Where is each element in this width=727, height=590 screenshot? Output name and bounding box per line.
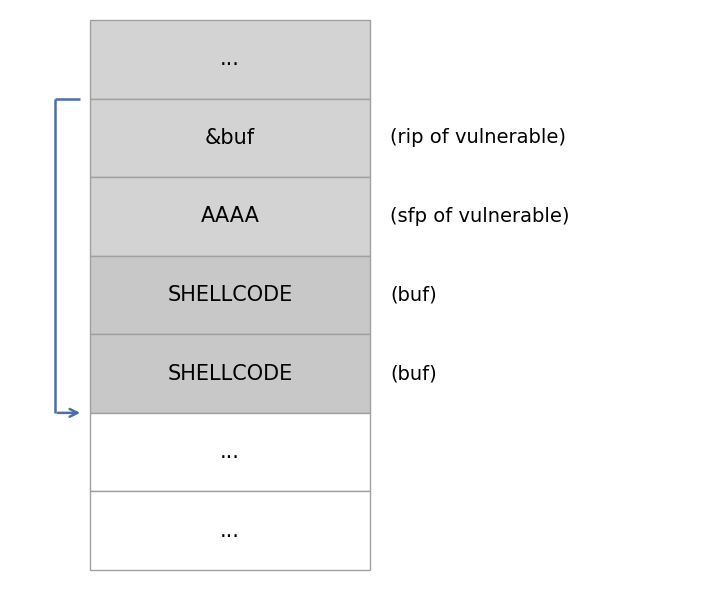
Text: SHELLCODE: SHELLCODE: [167, 285, 293, 305]
Text: ...: ...: [220, 50, 240, 69]
Text: (sfp of vulnerable): (sfp of vulnerable): [390, 207, 569, 226]
Text: (rip of vulnerable): (rip of vulnerable): [390, 129, 566, 148]
Text: (buf): (buf): [390, 364, 437, 383]
Bar: [90, 255, 370, 335]
Bar: [90, 413, 370, 491]
Bar: [90, 491, 370, 570]
Text: ...: ...: [220, 442, 240, 462]
Text: &buf: &buf: [205, 128, 255, 148]
Text: ...: ...: [220, 521, 240, 540]
Bar: [90, 20, 370, 99]
Bar: [90, 177, 370, 255]
Text: (buf): (buf): [390, 286, 437, 304]
Bar: [90, 99, 370, 177]
Text: AAAA: AAAA: [201, 206, 260, 227]
Text: SHELLCODE: SHELLCODE: [167, 363, 293, 384]
Bar: [90, 335, 370, 413]
